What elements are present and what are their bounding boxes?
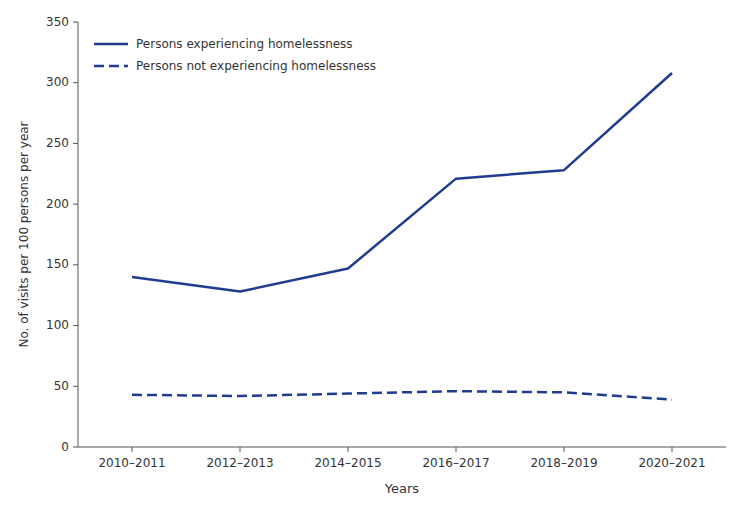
y-tick (73, 82, 78, 83)
y-tick (73, 447, 78, 448)
y-tick (73, 22, 78, 23)
series-group (132, 73, 672, 400)
series-line (132, 73, 672, 292)
y-tick-label: 250 (46, 136, 69, 150)
y-tick-label: 150 (46, 257, 69, 271)
legend-swatch (94, 43, 128, 46)
x-tick (456, 447, 457, 452)
y-tick-label: 50 (54, 379, 69, 393)
x-tick (240, 447, 241, 452)
series-line (132, 391, 672, 400)
x-tick-label: 2012–2013 (206, 456, 273, 470)
legend-swatch (94, 65, 128, 68)
y-tick-label: 0 (61, 440, 69, 454)
y-tick (73, 386, 78, 387)
y-tick-label: 300 (46, 75, 69, 89)
y-tick (73, 325, 78, 326)
y-tick-label: 200 (46, 197, 69, 211)
x-tick (564, 447, 565, 452)
x-axis-label: Years (384, 481, 420, 496)
x-tick (348, 447, 349, 452)
legend: Persons experiencing homelessness Persons… (94, 37, 376, 73)
y-axis-label: No. of visits per 100 persons per year (17, 121, 31, 347)
chart-container: 0 50 100 150 200 250 300 350 2010–2011 2012–2013 2… (0, 0, 750, 509)
x-tick-label: 2020–2021 (638, 456, 705, 470)
x-tick (672, 447, 673, 452)
x-tick-label: 2010–2011 (98, 456, 165, 470)
legend-label: Persons not experiencing homelessness (136, 59, 376, 73)
y-axis-line (78, 22, 79, 447)
x-tick-label: 2018–2019 (530, 456, 597, 470)
x-axis-line (78, 447, 726, 448)
chart-svg: 0 50 100 150 200 250 300 350 2010–2011 2012–2013 2… (0, 0, 750, 509)
y-tick-label: 100 (46, 318, 69, 332)
y-tick (73, 204, 78, 205)
y-tick-label: 350 (46, 15, 69, 29)
y-tick (73, 264, 78, 265)
x-tick-label: 2014–2015 (314, 456, 381, 470)
legend-label: Persons experiencing homelessness (136, 37, 353, 51)
plot-area: 0 50 100 150 200 250 300 350 2010–2011 2012–2013 2… (17, 15, 726, 497)
y-tick (73, 143, 78, 144)
x-tick-label: 2016–2017 (422, 456, 489, 470)
x-tick (132, 447, 133, 452)
